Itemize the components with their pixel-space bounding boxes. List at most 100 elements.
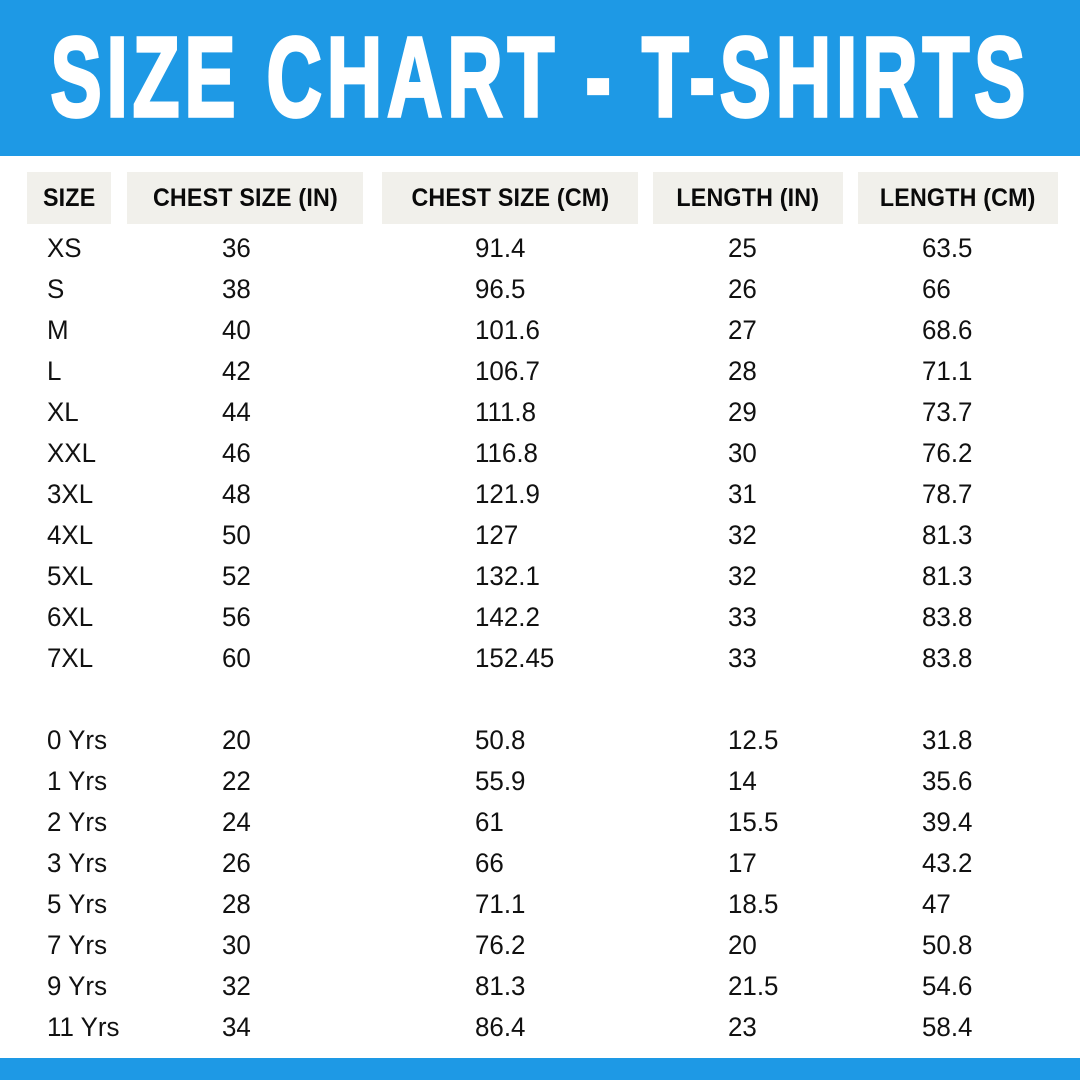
table-cell: 127 xyxy=(475,520,519,550)
table-cell: 152.45 xyxy=(475,643,555,673)
table-row: 7XL 60 152.45 33 83.8 xyxy=(0,638,1080,679)
table-cell: 31.8 xyxy=(922,725,973,755)
table-row: M 40 101.6 27 68.6 xyxy=(0,310,1080,351)
column-header-chest-cm-label: CHEST SIZE (CM) xyxy=(411,183,609,212)
table-cell: 44 xyxy=(222,397,251,427)
table-row: 5 Yrs 28 71.1 18.5 47 xyxy=(0,884,1080,925)
table-cell: 121.9 xyxy=(475,479,540,509)
column-header-chest-in: CHEST SIZE (IN) xyxy=(127,172,363,224)
table-cell: 26 xyxy=(728,274,757,304)
table-cell: 58.4 xyxy=(922,1012,973,1042)
table-cell: 66 xyxy=(922,274,951,304)
title-banner: SIZE CHART - T-SHIRTS xyxy=(0,0,1080,156)
table-cell: 47 xyxy=(922,889,951,919)
table-cell: 52 xyxy=(222,561,251,591)
table-row: 7 Yrs 30 76.2 20 50.8 xyxy=(0,925,1080,966)
table-header-row: SIZE CHEST SIZE (IN) CHEST SIZE (CM) LEN… xyxy=(0,172,1080,224)
table-cell: 26 xyxy=(222,848,251,878)
table-cell: 30 xyxy=(222,930,251,960)
table-cell: 83.8 xyxy=(922,602,973,632)
table-cell: 106.7 xyxy=(475,356,540,386)
table-row: L 42 106.7 28 71.1 xyxy=(0,351,1080,392)
table-cell: XL xyxy=(47,397,79,427)
table-cell: 20 xyxy=(222,725,251,755)
table-row: 6XL 56 142.2 33 83.8 xyxy=(0,597,1080,638)
table-cell: M xyxy=(47,315,69,345)
table-cell: 116.8 xyxy=(475,438,538,468)
table-cell: XXL xyxy=(47,438,97,468)
table-row: 1 Yrs 22 55.9 14 35.6 xyxy=(0,761,1080,802)
table-cell: 3 Yrs xyxy=(47,848,108,878)
column-header-length-cm: LENGTH (CM) xyxy=(858,172,1058,224)
table-cell: 11 Yrs xyxy=(47,1012,120,1042)
table-cell: 38 xyxy=(222,274,251,304)
table-cell: 73.7 xyxy=(922,397,973,427)
table-cell: 132.1 xyxy=(475,561,540,591)
table-cell: 91.4 xyxy=(475,233,526,263)
table-cell: 21.5 xyxy=(728,971,779,1001)
table-cell: 31 xyxy=(728,479,757,509)
table-cell: 81.3 xyxy=(922,561,973,591)
column-header-length-in: LENGTH (IN) xyxy=(653,172,843,224)
table-row: 3XL 48 121.9 31 78.7 xyxy=(0,474,1080,515)
table-cell: 50 xyxy=(222,520,251,550)
table-cell: 83.8 xyxy=(922,643,973,673)
table-cell: XS xyxy=(47,233,82,263)
table-cell: 142.2 xyxy=(475,602,540,632)
table-cell: 96.5 xyxy=(475,274,526,304)
size-table: SIZE CHEST SIZE (IN) CHEST SIZE (CM) LEN… xyxy=(0,156,1080,1058)
table-row: 4XL 50 127 32 81.3 xyxy=(0,515,1080,556)
table-body: XS 36 91.4 25 63.5 S 38 96.5 26 66 M 40 101.6 27 68.6 L… xyxy=(0,228,1080,1048)
table-cell: 27 xyxy=(728,315,757,345)
table-cell: 14 xyxy=(728,766,757,796)
column-header-size-label: SIZE xyxy=(42,183,96,212)
table-cell: L xyxy=(47,356,62,386)
table-cell: 56 xyxy=(222,602,251,632)
table-cell: 28 xyxy=(728,356,757,386)
table-cell: 4XL xyxy=(47,520,94,550)
table-cell: 76.2 xyxy=(475,930,526,960)
table-cell: 71.1 xyxy=(475,889,526,919)
table-row: XS 36 91.4 25 63.5 xyxy=(0,228,1080,269)
table-cell: 43.2 xyxy=(922,848,973,878)
table-cell: 101.6 xyxy=(475,315,540,345)
table-cell: 12.5 xyxy=(728,725,779,755)
table-cell: 18.5 xyxy=(728,889,779,919)
table-cell: 32 xyxy=(728,520,757,550)
table-row: 11 Yrs 34 86.4 23 58.4 xyxy=(0,1007,1080,1048)
table-row-spacer xyxy=(0,679,1080,720)
table-cell: 3XL xyxy=(47,479,94,509)
column-header-length-in-label: LENGTH (IN) xyxy=(676,183,820,212)
table-cell: 0 Yrs xyxy=(47,725,108,755)
page-title: SIZE CHART - T-SHIRTS xyxy=(49,14,1030,141)
table-cell: 81.3 xyxy=(922,520,973,550)
table-row: 0 Yrs 20 50.8 12.5 31.8 xyxy=(0,720,1080,761)
footer-bar xyxy=(0,1058,1080,1080)
table-cell: 40 xyxy=(222,315,251,345)
table-cell: 50.8 xyxy=(922,930,973,960)
table-cell: 23 xyxy=(728,1012,757,1042)
table-cell: 29 xyxy=(728,397,757,427)
table-cell: 66 xyxy=(475,848,504,878)
table-row: XXL 46 116.8 30 76.2 xyxy=(0,433,1080,474)
table-row: 5XL 52 132.1 32 81.3 xyxy=(0,556,1080,597)
table-row: 3 Yrs 26 66 17 43.2 xyxy=(0,843,1080,884)
table-cell: 5 Yrs xyxy=(47,889,108,919)
table-cell: 55.9 xyxy=(475,766,526,796)
table-cell: 24 xyxy=(222,807,251,837)
table-cell: 15.5 xyxy=(728,807,779,837)
table-cell: 7 Yrs xyxy=(47,930,108,960)
table-cell: 46 xyxy=(222,438,251,468)
table-cell: 22 xyxy=(222,766,251,796)
table-cell: 1 Yrs xyxy=(47,766,108,796)
table-cell: 6XL xyxy=(47,602,94,632)
table-cell: 33 xyxy=(728,602,757,632)
table-cell: 39.4 xyxy=(922,807,973,837)
table-cell: 111.8 xyxy=(475,397,537,427)
table-cell: 42 xyxy=(222,356,251,386)
table-cell: 63.5 xyxy=(922,233,973,263)
table-cell: 71.1 xyxy=(922,356,973,386)
column-header-chest-cm: CHEST SIZE (CM) xyxy=(382,172,638,224)
table-row: S 38 96.5 26 66 xyxy=(0,269,1080,310)
